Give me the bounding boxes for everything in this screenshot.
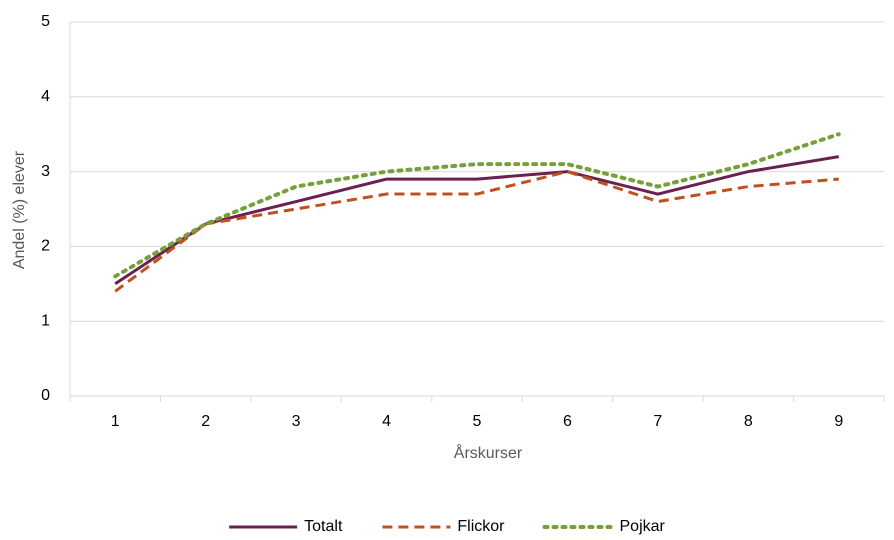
x-axis-title: Årskurser [454,443,523,462]
x-tick-label: 8 [744,413,753,430]
x-tick-label: 9 [834,413,843,430]
x-tick-label: 6 [563,413,572,430]
y-tick-label: 5 [41,13,50,30]
y-axis-title: Andel (%) elever [11,150,28,269]
x-tick-label: 1 [111,413,120,430]
series-line [113,132,841,279]
legend-label: Flickor [457,518,505,535]
y-tick-label: 4 [41,88,50,105]
x-tick-label: 5 [473,413,482,430]
y-tick-label: 3 [41,163,50,180]
x-tick-label: 2 [201,413,210,430]
x-tick-label: 7 [653,413,662,430]
x-tick-label: 3 [292,413,301,430]
series-line [114,170,839,293]
y-tick-label: 0 [41,387,50,404]
x-tick-label: 4 [382,413,391,430]
legend-label: Pojkar [620,518,666,535]
y-tick-label: 1 [41,312,50,329]
series-line [114,155,840,286]
legend-label: Totalt [304,518,343,535]
y-tick-label: 2 [41,238,50,255]
